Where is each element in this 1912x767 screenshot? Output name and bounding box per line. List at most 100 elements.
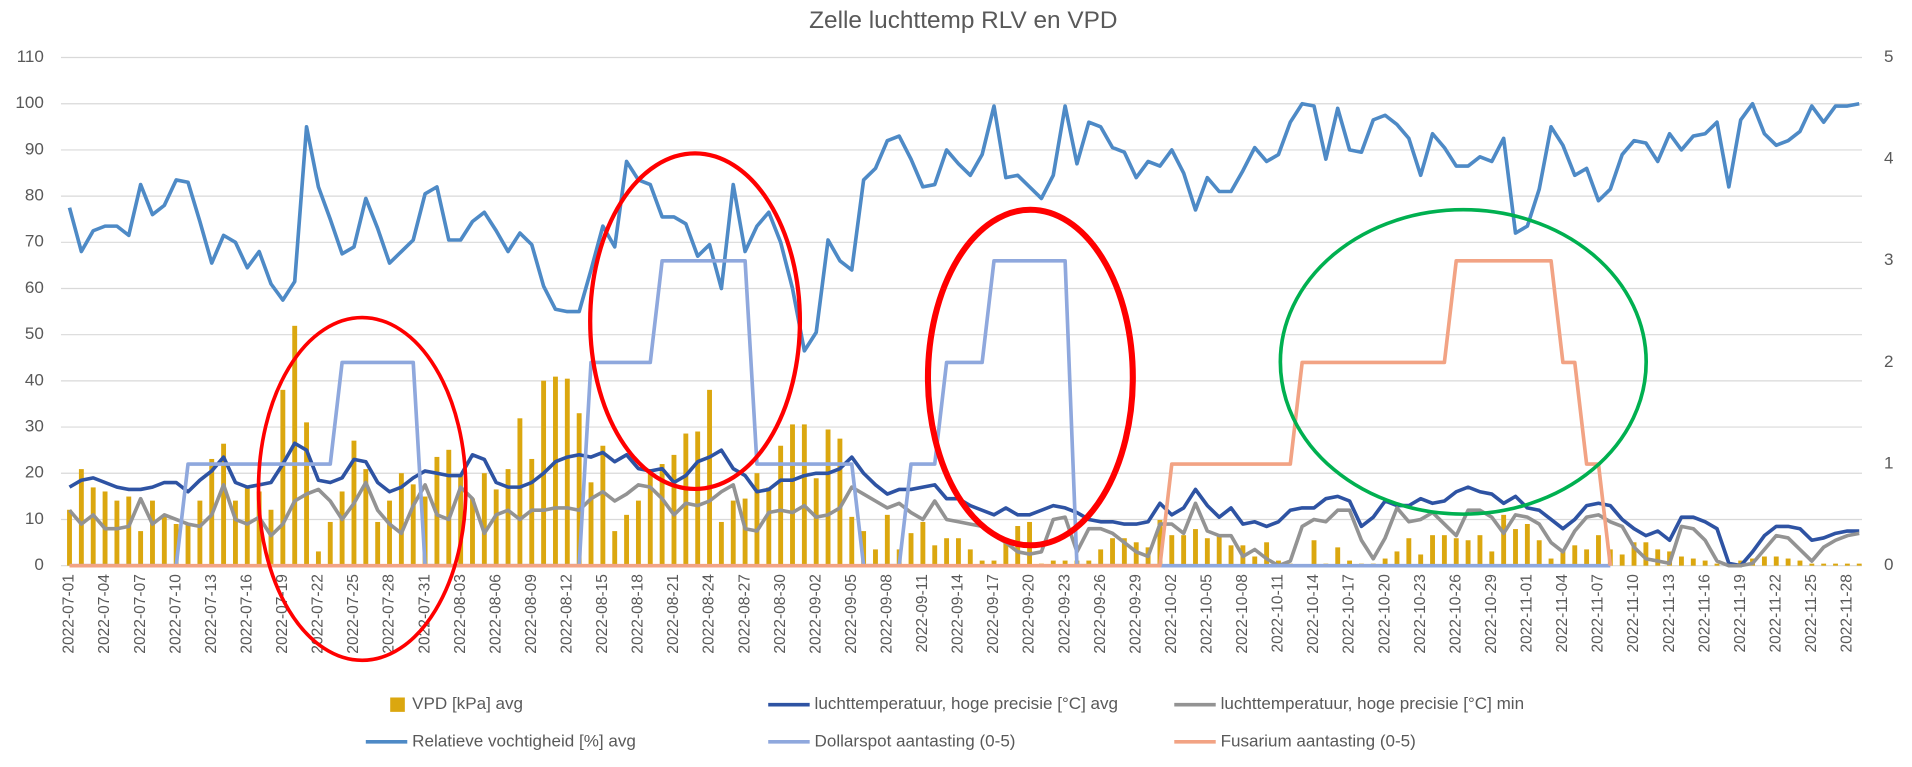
- bar: [742, 498, 748, 566]
- bar: [588, 482, 594, 566]
- bar: [1785, 558, 1791, 566]
- y-tick-label: 90: [25, 139, 44, 158]
- bar: [1347, 560, 1353, 566]
- bar: [991, 560, 997, 566]
- x-tick-label: 2022-09-29: [1127, 574, 1144, 654]
- bar: [1513, 529, 1518, 566]
- bar: [873, 549, 878, 566]
- bar: [1418, 554, 1424, 566]
- bar: [1524, 523, 1530, 566]
- x-tick-label: 2022-09-05: [843, 574, 860, 654]
- bar: [446, 449, 452, 566]
- bar: [1501, 514, 1507, 566]
- bar: [695, 431, 701, 566]
- bar: [197, 500, 203, 566]
- bar: [635, 500, 641, 566]
- bar: [1690, 558, 1696, 566]
- y-tick-label: 60: [25, 278, 44, 297]
- x-tick-label: 2022-10-08: [1234, 574, 1251, 654]
- x-tick-label: 2022-07-07: [132, 574, 149, 654]
- bar: [624, 514, 630, 566]
- x-tick-label: 2022-10-14: [1305, 574, 1322, 654]
- x-tick-label: 2022-11-16: [1696, 574, 1713, 653]
- y-tick-label: 0: [34, 555, 43, 574]
- x-tick-label: 2022-07-31: [416, 574, 433, 654]
- plot-area: 0 10 20 30 40 50 60 70 80 90 100 110 0 1 2 3 4 5 2022-07-0…: [15, 47, 1893, 654]
- bar: [1761, 556, 1767, 566]
- x-tick-label: 2022-08-03: [452, 574, 469, 654]
- legend-item: VPD [kPa] avg: [390, 694, 523, 713]
- bar: [150, 500, 155, 566]
- bar: [932, 545, 938, 566]
- x-tick-label: 2022-08-24: [701, 574, 718, 654]
- bar: [967, 549, 973, 566]
- bar: [1596, 535, 1601, 566]
- bar: [944, 538, 950, 566]
- bar: [1394, 551, 1400, 566]
- y-tick-label: 10: [25, 509, 44, 528]
- x-tick-label: 2022-09-14: [950, 574, 967, 654]
- x-tick-label: 2022-08-30: [772, 574, 789, 654]
- x-tick-label: 2022-09-11: [914, 574, 931, 652]
- bar: [683, 433, 689, 566]
- bar: [1773, 556, 1779, 566]
- x-tick-label: 2022-09-20: [1021, 574, 1038, 654]
- bar: [126, 496, 132, 566]
- bar: [1856, 563, 1862, 566]
- bar: [1110, 538, 1115, 566]
- bar: [1228, 545, 1234, 566]
- x-tick-label: 2022-07-25: [345, 574, 362, 654]
- bar: [1193, 529, 1198, 566]
- y2-tick-label: 4: [1884, 149, 1893, 168]
- y-tick-label: 100: [15, 93, 43, 112]
- legend-label: Dollarspot aantasting (0-5): [815, 731, 1016, 750]
- bar: [493, 489, 499, 566]
- bar: [1560, 549, 1566, 566]
- x-tick-label: 2022-11-07: [1590, 574, 1607, 652]
- bar: [801, 424, 807, 566]
- annotation-ellipse: [924, 206, 1136, 549]
- bar: [718, 521, 724, 566]
- bar: [387, 500, 392, 566]
- x-tick-label: 2022-11-28: [1838, 574, 1855, 653]
- line: [67, 101, 1860, 353]
- bar: [1050, 560, 1056, 566]
- bar: [363, 469, 369, 566]
- bar: [1536, 540, 1542, 566]
- bar: [1489, 551, 1495, 566]
- chart-title: Zelle luchttemp RLV en VPD: [809, 7, 1117, 34]
- legend-item: Relatieve vochtigheid [%] avg: [365, 731, 636, 750]
- bar: [1678, 556, 1684, 566]
- bar: [138, 531, 144, 566]
- bar: [173, 523, 179, 566]
- bar: [647, 469, 653, 566]
- bar: [1797, 560, 1803, 566]
- bar: [470, 498, 475, 566]
- bar: [78, 469, 84, 566]
- x-tick-label: 2022-07-10: [167, 574, 184, 654]
- x-tick-label: 2022-11-19: [1732, 574, 1749, 652]
- bar: [1181, 535, 1187, 566]
- x-tick-label: 2022-09-23: [1056, 574, 1073, 654]
- bar: [517, 418, 523, 566]
- legend-label: luchttemperatuur, hoge precisie [°C] min: [1221, 694, 1524, 713]
- bar: [766, 487, 772, 566]
- bar: [268, 509, 274, 566]
- bar: [659, 464, 665, 566]
- bar: [1714, 563, 1720, 566]
- y-tick-label: 50: [25, 324, 44, 343]
- bar: [576, 413, 582, 566]
- bar: [1453, 538, 1459, 566]
- bar: [1477, 535, 1483, 566]
- x-tick-label: 2022-07-04: [96, 574, 113, 654]
- x-tick-label: 2022-10-17: [1341, 574, 1358, 654]
- bar: [1098, 549, 1104, 566]
- annotations: [256, 151, 1649, 663]
- x-tick-label: 2022-08-18: [630, 574, 647, 654]
- bar: [410, 484, 416, 566]
- y-tick-label: 70: [25, 232, 44, 251]
- y2-tick-label: 2: [1884, 352, 1893, 371]
- x-tick-label: 2022-08-06: [487, 574, 504, 654]
